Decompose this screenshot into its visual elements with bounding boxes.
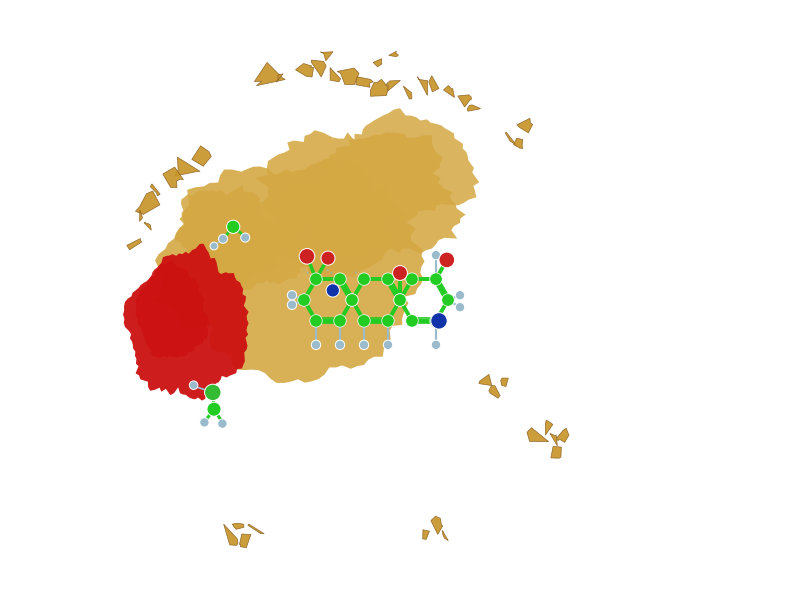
Polygon shape	[431, 516, 443, 535]
Polygon shape	[443, 86, 454, 97]
Polygon shape	[162, 167, 183, 188]
Circle shape	[455, 290, 465, 300]
Polygon shape	[418, 77, 427, 95]
Polygon shape	[550, 433, 558, 446]
Polygon shape	[373, 59, 382, 67]
Polygon shape	[389, 51, 398, 57]
Polygon shape	[224, 524, 238, 545]
Circle shape	[346, 294, 358, 306]
Polygon shape	[255, 130, 466, 261]
Circle shape	[431, 250, 441, 260]
Polygon shape	[429, 76, 439, 92]
Circle shape	[241, 233, 250, 242]
Circle shape	[335, 340, 345, 350]
Circle shape	[358, 273, 370, 286]
Polygon shape	[356, 77, 373, 88]
Polygon shape	[467, 105, 481, 111]
Circle shape	[393, 266, 407, 280]
Circle shape	[406, 273, 418, 286]
Circle shape	[383, 340, 393, 350]
Polygon shape	[311, 60, 326, 77]
Polygon shape	[127, 239, 142, 250]
Polygon shape	[479, 374, 492, 386]
Circle shape	[394, 294, 406, 306]
Circle shape	[334, 314, 346, 327]
Circle shape	[430, 273, 442, 286]
Circle shape	[299, 248, 315, 264]
Polygon shape	[175, 185, 286, 285]
Circle shape	[358, 314, 370, 327]
Circle shape	[200, 418, 209, 427]
Circle shape	[310, 273, 322, 286]
Polygon shape	[489, 386, 500, 398]
Polygon shape	[506, 132, 517, 146]
Circle shape	[311, 340, 321, 350]
Polygon shape	[517, 118, 533, 133]
Polygon shape	[321, 52, 333, 61]
Polygon shape	[546, 420, 553, 435]
Circle shape	[287, 290, 297, 300]
Circle shape	[430, 314, 442, 327]
Circle shape	[310, 314, 322, 327]
Polygon shape	[152, 158, 425, 383]
Polygon shape	[254, 62, 286, 86]
Circle shape	[321, 251, 335, 265]
Polygon shape	[330, 68, 341, 82]
Circle shape	[326, 284, 339, 297]
Circle shape	[298, 294, 310, 306]
Circle shape	[334, 273, 346, 286]
Polygon shape	[514, 138, 523, 148]
Polygon shape	[192, 146, 211, 166]
Polygon shape	[442, 530, 448, 541]
Polygon shape	[239, 534, 251, 548]
Polygon shape	[150, 184, 160, 196]
Circle shape	[382, 273, 394, 286]
Polygon shape	[139, 210, 142, 221]
Circle shape	[207, 402, 221, 416]
Polygon shape	[276, 74, 283, 82]
Polygon shape	[295, 64, 314, 77]
Polygon shape	[527, 428, 549, 442]
Circle shape	[226, 220, 240, 233]
Polygon shape	[144, 222, 151, 230]
Polygon shape	[458, 95, 471, 107]
Polygon shape	[266, 178, 393, 284]
Polygon shape	[370, 79, 389, 96]
Circle shape	[359, 340, 369, 350]
Polygon shape	[248, 524, 264, 534]
Circle shape	[190, 381, 198, 389]
Circle shape	[431, 340, 441, 350]
Polygon shape	[209, 202, 315, 290]
Polygon shape	[422, 530, 430, 539]
Circle shape	[205, 384, 221, 401]
Polygon shape	[337, 68, 359, 85]
Circle shape	[442, 294, 454, 306]
Circle shape	[287, 300, 297, 310]
Circle shape	[346, 294, 358, 306]
Polygon shape	[174, 157, 200, 176]
Circle shape	[382, 314, 394, 327]
Circle shape	[394, 294, 406, 306]
Polygon shape	[501, 378, 508, 386]
Polygon shape	[386, 80, 400, 91]
Circle shape	[431, 313, 447, 329]
Polygon shape	[322, 108, 479, 223]
Polygon shape	[557, 428, 569, 442]
Circle shape	[431, 340, 441, 350]
Circle shape	[210, 242, 218, 250]
Polygon shape	[403, 86, 412, 99]
Polygon shape	[232, 523, 244, 529]
Polygon shape	[551, 446, 562, 458]
Circle shape	[455, 302, 465, 312]
Circle shape	[439, 252, 454, 268]
Circle shape	[218, 234, 227, 244]
Polygon shape	[135, 191, 160, 214]
Polygon shape	[123, 244, 249, 401]
Circle shape	[218, 419, 227, 428]
Circle shape	[406, 314, 418, 327]
Polygon shape	[135, 261, 209, 358]
